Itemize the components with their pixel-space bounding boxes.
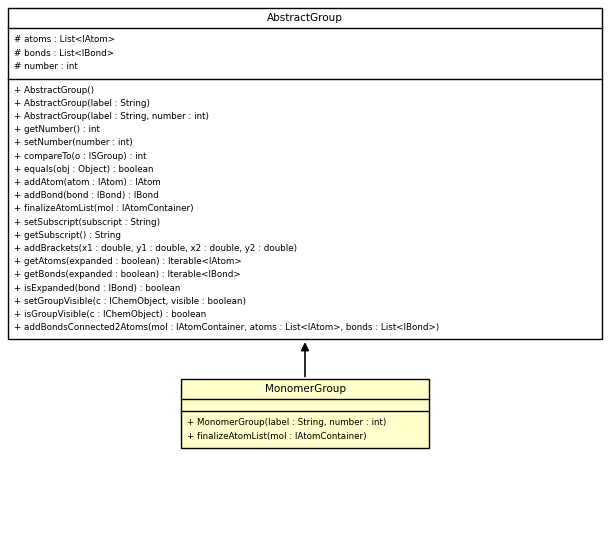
Text: + AbstractGroup(): + AbstractGroup() <box>14 86 94 95</box>
Text: AbstractGroup: AbstractGroup <box>267 13 343 23</box>
Text: + setSubscript(subscript : String): + setSubscript(subscript : String) <box>14 218 160 227</box>
Text: + getBonds(expanded : boolean) : Iterable<IBond>: + getBonds(expanded : boolean) : Iterabl… <box>14 270 241 279</box>
Text: + finalizeAtomList(mol : IAtomContainer): + finalizeAtomList(mol : IAtomContainer) <box>14 204 194 213</box>
Text: + addBrackets(x1 : double, y1 : double, x2 : double, y2 : double): + addBrackets(x1 : double, y1 : double, … <box>14 244 297 253</box>
Bar <box>181 411 429 447</box>
Text: # bonds : List<IBond>: # bonds : List<IBond> <box>14 49 114 58</box>
Bar <box>8 28 602 78</box>
Text: + addAtom(atom : IAtom) : IAtom: + addAtom(atom : IAtom) : IAtom <box>14 178 161 187</box>
Bar <box>8 8 602 339</box>
Text: + setNumber(number : int): + setNumber(number : int) <box>14 138 133 147</box>
Text: + addBondsConnected2Atoms(mol : IAtomContainer, atoms : List<IAtom>, bonds : Lis: + addBondsConnected2Atoms(mol : IAtomCon… <box>14 323 439 332</box>
Text: + equals(obj : Object) : boolean: + equals(obj : Object) : boolean <box>14 165 153 174</box>
Text: + isExpanded(bond : IBond) : boolean: + isExpanded(bond : IBond) : boolean <box>14 283 180 293</box>
Bar <box>181 379 429 447</box>
Text: + getNumber() : int: + getNumber() : int <box>14 125 100 134</box>
Text: + getAtoms(expanded : boolean) : Iterable<IAtom>: + getAtoms(expanded : boolean) : Iterabl… <box>14 257 241 266</box>
Text: + AbstractGroup(label : String, number : int): + AbstractGroup(label : String, number :… <box>14 112 209 121</box>
Bar <box>8 8 602 28</box>
Text: + AbstractGroup(label : String): + AbstractGroup(label : String) <box>14 99 150 108</box>
Text: # atoms : List<IAtom>: # atoms : List<IAtom> <box>14 35 115 44</box>
Text: MonomerGroup: MonomerGroup <box>265 384 345 394</box>
Text: + finalizeAtomList(mol : IAtomContainer): + finalizeAtomList(mol : IAtomContainer) <box>187 432 367 441</box>
Text: + MonomerGroup(label : String, number : int): + MonomerGroup(label : String, number : … <box>187 418 386 427</box>
Text: + addBond(bond : IBond) : IBond: + addBond(bond : IBond) : IBond <box>14 191 159 200</box>
Bar <box>8 78 602 339</box>
Text: + compareTo(o : ISGroup) : int: + compareTo(o : ISGroup) : int <box>14 152 147 161</box>
Text: + isGroupVisible(c : IChemObject) : boolean: + isGroupVisible(c : IChemObject) : bool… <box>14 310 207 319</box>
Bar <box>181 379 429 399</box>
Text: + getSubscript() : String: + getSubscript() : String <box>14 231 121 240</box>
Text: # number : int: # number : int <box>14 62 78 71</box>
Bar <box>181 399 429 411</box>
Text: + setGroupVisible(c : IChemObject, visible : boolean): + setGroupVisible(c : IChemObject, visib… <box>14 297 246 306</box>
